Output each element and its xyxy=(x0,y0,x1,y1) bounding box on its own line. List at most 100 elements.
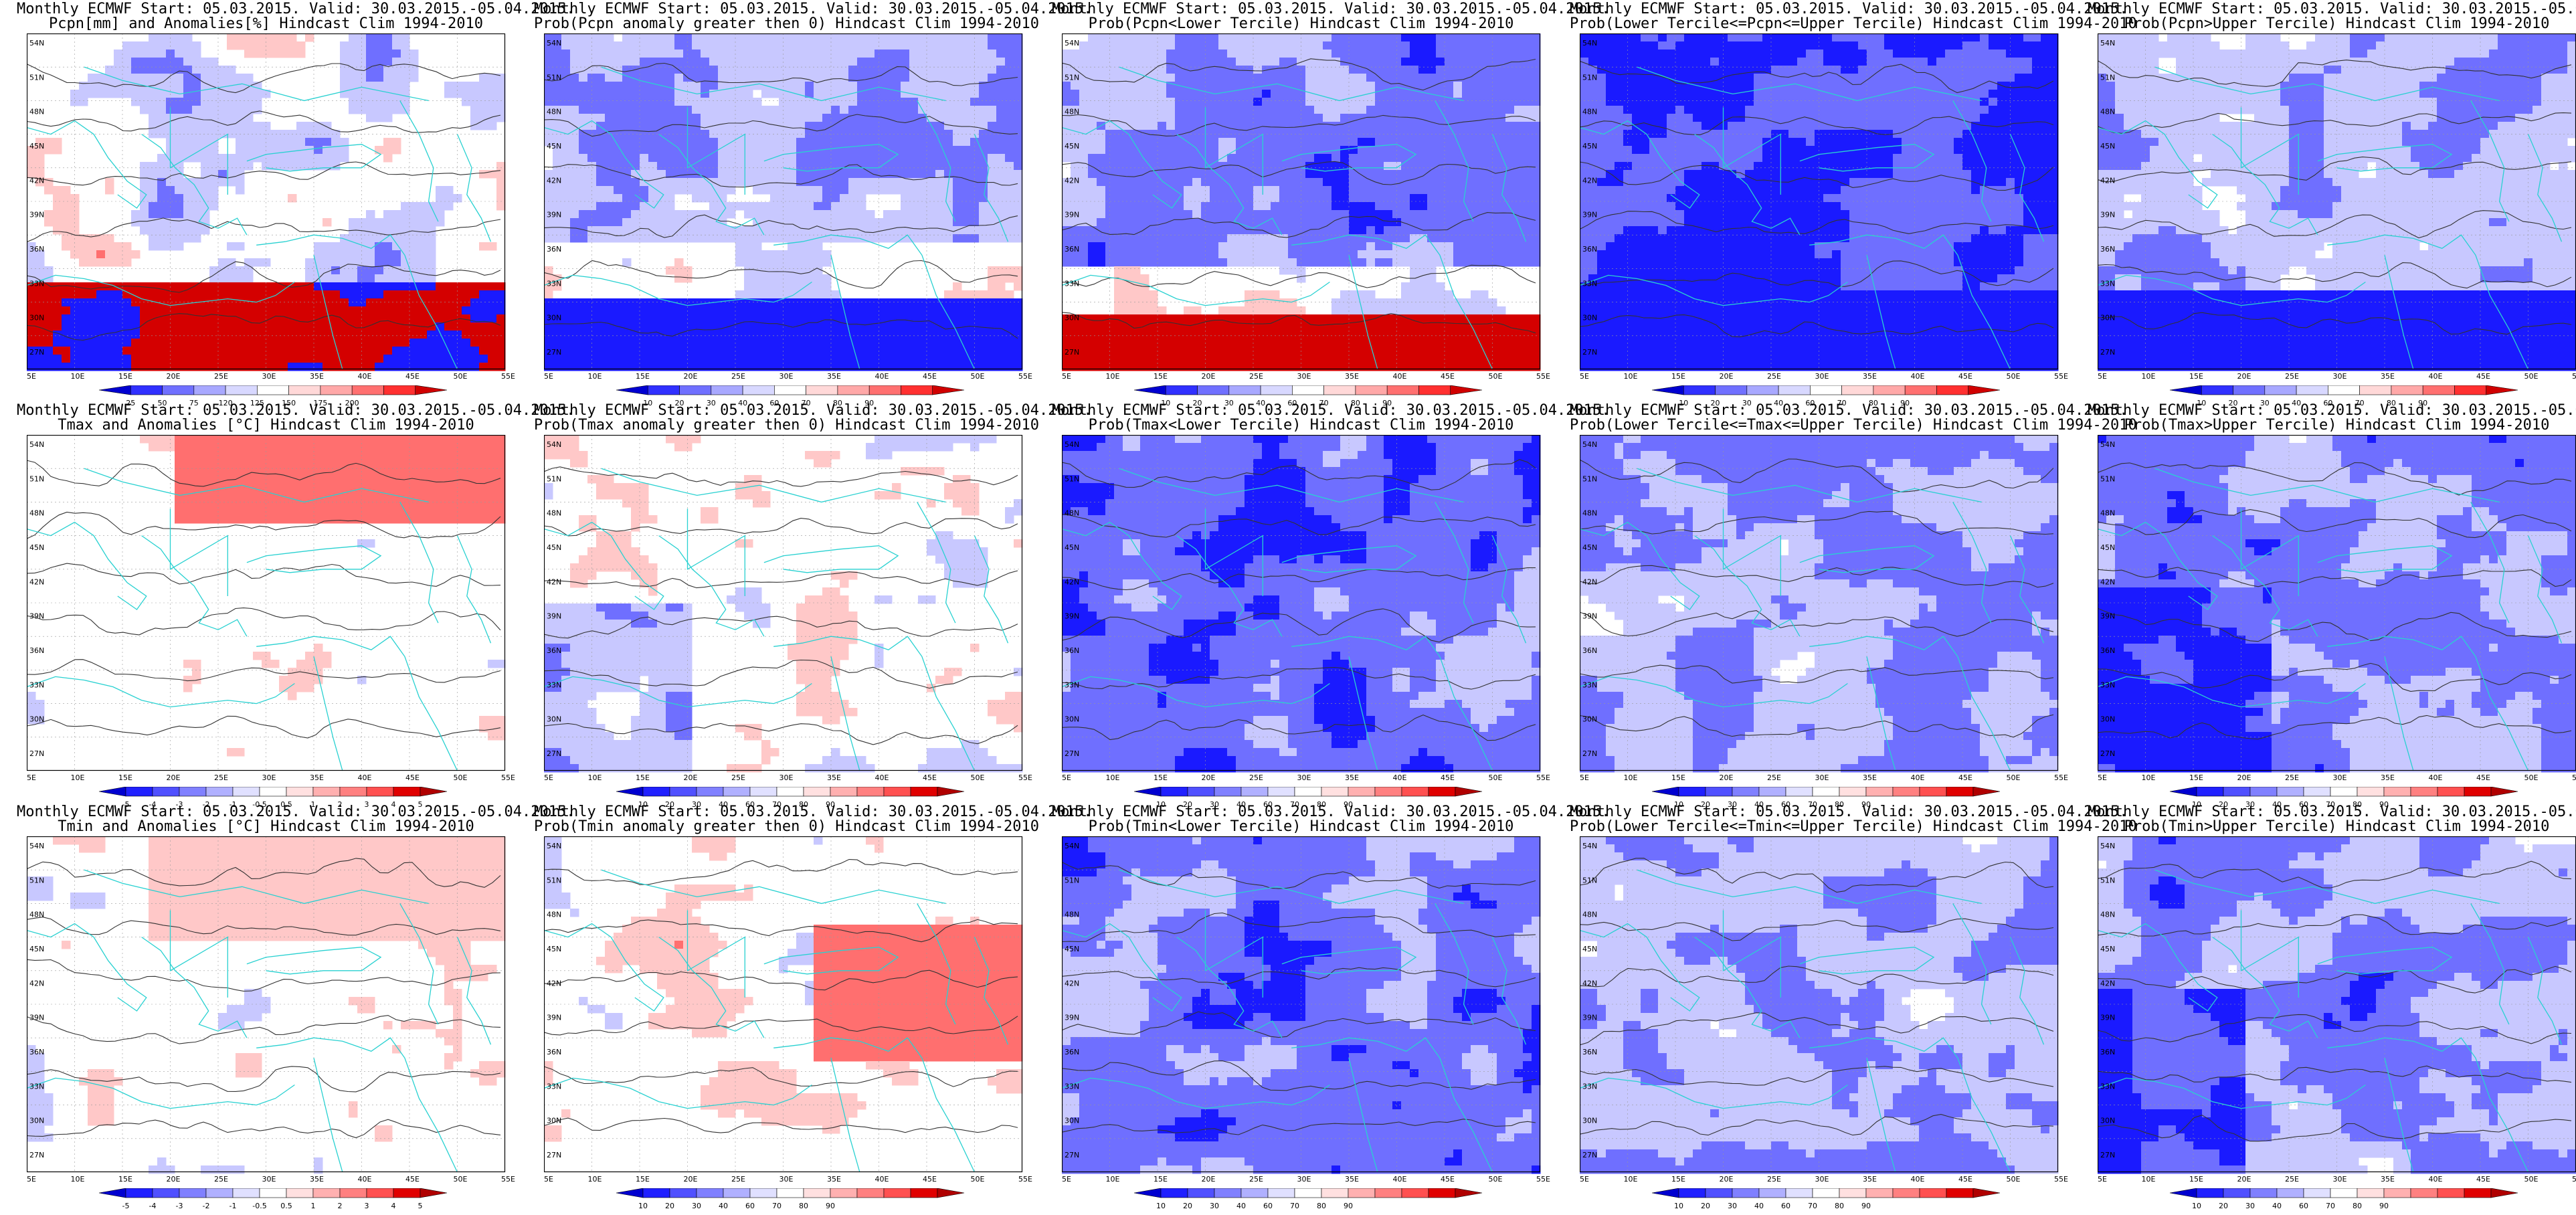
field-cell xyxy=(140,363,149,371)
field-cell xyxy=(692,234,701,243)
field-cell xyxy=(831,33,840,42)
field-cell xyxy=(727,146,736,155)
field-cell xyxy=(1532,202,1541,211)
field-cell xyxy=(1384,210,1393,219)
field-cell xyxy=(314,250,323,259)
field-cell xyxy=(927,146,936,155)
field-cell xyxy=(579,339,588,347)
field-cell xyxy=(909,74,919,82)
field-cell xyxy=(227,178,236,187)
field-cell xyxy=(579,194,588,203)
field-cell xyxy=(735,339,745,347)
field-cell xyxy=(1131,186,1141,195)
field-cell xyxy=(331,322,341,331)
field-cell xyxy=(622,202,632,211)
field-cell xyxy=(1532,234,1541,243)
field-cell xyxy=(822,154,832,163)
field-cell xyxy=(1514,50,1524,58)
field-cell xyxy=(822,210,832,219)
field-cell xyxy=(857,82,866,90)
field-cell xyxy=(201,98,210,106)
field-cell xyxy=(909,339,919,347)
field-cell xyxy=(866,66,875,74)
field-cell xyxy=(831,138,840,147)
field-cell xyxy=(770,106,779,114)
colorbar-swatch xyxy=(837,385,868,395)
field-cell xyxy=(1505,218,1515,227)
field-cell xyxy=(1331,178,1341,187)
field-cell xyxy=(709,347,719,355)
field-cell xyxy=(1271,242,1280,251)
field-cell xyxy=(1149,178,1158,187)
field-cell xyxy=(149,74,158,82)
field-cell xyxy=(596,130,606,138)
field-cell xyxy=(674,258,684,267)
field-cell xyxy=(305,33,314,42)
field-cell xyxy=(944,58,953,66)
field-cell xyxy=(244,138,254,147)
field-cell xyxy=(718,170,727,179)
field-cell xyxy=(218,306,227,315)
field-cell xyxy=(131,50,141,58)
field-cell xyxy=(761,178,771,187)
field-cell xyxy=(996,282,1006,291)
field-cell xyxy=(496,322,506,331)
field-cell xyxy=(935,66,945,74)
field-cell xyxy=(796,298,806,307)
field-cell xyxy=(409,234,419,243)
field-cell xyxy=(253,347,262,355)
field-cell xyxy=(753,363,762,371)
field-cell xyxy=(709,58,719,66)
field-cell xyxy=(753,290,762,299)
field-cell xyxy=(114,363,123,371)
field-cell xyxy=(961,331,971,339)
field-cell xyxy=(96,363,106,371)
field-cell xyxy=(1218,234,1228,243)
field-cell xyxy=(857,122,866,130)
field-cell xyxy=(927,98,936,106)
field-cell xyxy=(1236,154,1245,163)
field-cell xyxy=(918,306,927,315)
field-cell xyxy=(796,218,806,227)
field-cell xyxy=(927,66,936,74)
field-cell xyxy=(27,266,36,275)
field-cell xyxy=(227,130,236,138)
lon-tick-label: 35E xyxy=(310,372,324,381)
colorbar-swatch xyxy=(352,385,383,395)
field-cell xyxy=(822,50,832,58)
field-cell xyxy=(105,66,114,74)
field-cell xyxy=(1149,146,1158,155)
field-cell xyxy=(840,234,849,243)
field-cell xyxy=(479,306,488,315)
field-cell xyxy=(674,170,684,179)
field-cell xyxy=(183,331,193,339)
field-cell xyxy=(770,202,779,211)
field-cell xyxy=(744,226,753,235)
field-cell xyxy=(131,210,141,219)
field-cell xyxy=(953,50,962,58)
field-cell xyxy=(1131,50,1141,58)
field-cell xyxy=(1175,98,1184,106)
field-cell xyxy=(496,194,506,203)
field-cell xyxy=(988,226,997,235)
field-cell xyxy=(1079,218,1089,227)
field-cell xyxy=(44,306,54,315)
field-cell xyxy=(1218,98,1228,106)
field-cell xyxy=(1097,186,1106,195)
field-cell xyxy=(1401,194,1410,203)
field-cell xyxy=(953,58,962,66)
field-cell xyxy=(383,355,393,363)
field-cell xyxy=(996,234,1006,243)
lon-tick-label: 35E xyxy=(827,372,841,381)
field-cell xyxy=(909,58,919,66)
field-cell xyxy=(149,234,158,243)
field-cell xyxy=(866,331,875,339)
field-cell xyxy=(596,178,606,187)
field-cell xyxy=(105,178,114,187)
field-cell xyxy=(1262,154,1271,163)
field-cell xyxy=(788,82,797,90)
field-cell xyxy=(1471,122,1480,130)
field-cell xyxy=(1184,58,1193,66)
field-cell xyxy=(909,331,919,339)
field-cell xyxy=(218,322,227,331)
